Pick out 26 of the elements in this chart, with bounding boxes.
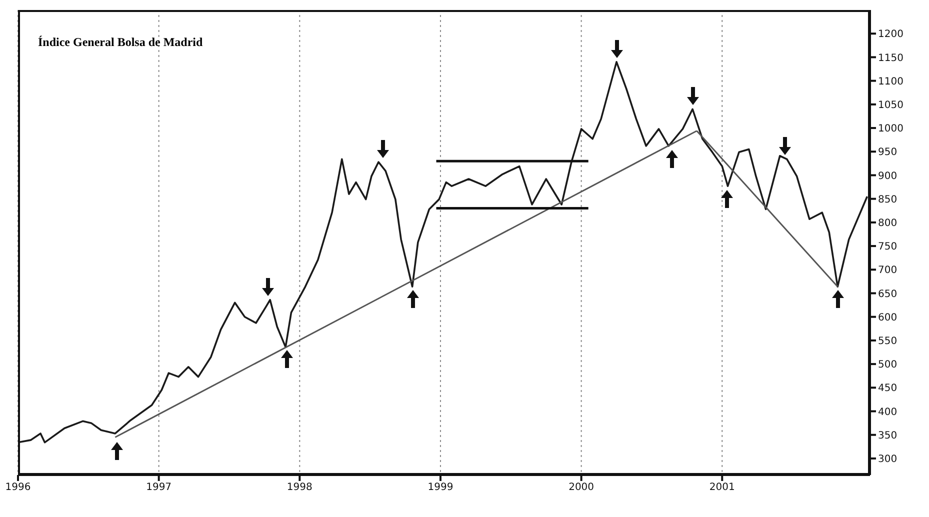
x-tick-label: 2001	[709, 482, 735, 494]
y-tick-label: 1200	[878, 29, 904, 40]
y-tick-label: 800	[878, 218, 898, 229]
y-tick-label: 550	[878, 336, 898, 348]
y-tick-label: 350	[878, 430, 898, 442]
y-tick-label: 950	[878, 147, 898, 158]
y-tick-label: 1150	[878, 52, 904, 64]
x-tick-label: 1996	[5, 482, 31, 494]
x-tick-label: 1998	[286, 482, 312, 494]
y-tick-label: 300	[878, 454, 898, 466]
y-tick-label: 650	[878, 288, 898, 300]
x-tick-label: 1999	[428, 482, 454, 494]
y-tick-label: 1050	[878, 100, 904, 111]
text: Índice General Bolsa de Madrid	[38, 35, 203, 50]
y-tick-label: 400	[878, 406, 898, 418]
y-tick-label: 850	[878, 194, 898, 206]
y-tick-label: 900	[878, 170, 898, 182]
y-tick-label: 500	[878, 360, 898, 371]
y-tick-label: 1100	[878, 76, 904, 88]
y-tick-label: 1000	[878, 124, 904, 135]
y-tick-label: 450	[878, 383, 898, 394]
y-tick-label: 700	[878, 265, 898, 276]
y-tick-label: 750	[878, 242, 898, 253]
x-tick-label: 2000	[568, 482, 594, 494]
y-tick-label: 600	[878, 312, 898, 324]
x-tick-label: 1997	[146, 482, 172, 494]
